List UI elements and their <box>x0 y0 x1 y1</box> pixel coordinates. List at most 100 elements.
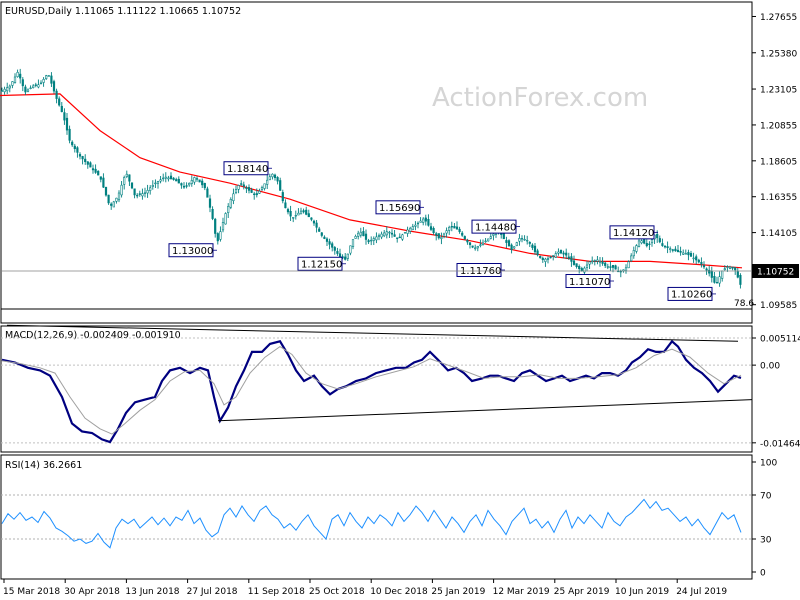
candle-body <box>120 184 123 196</box>
candle-body <box>658 238 661 243</box>
candle-body <box>364 233 368 240</box>
candle-body <box>284 202 287 209</box>
candle-body <box>713 275 716 283</box>
candle-body <box>601 261 604 264</box>
candle-body <box>396 237 399 239</box>
candle-body <box>697 259 700 263</box>
candle-body <box>567 256 570 259</box>
price-tick-label: 1.18605 <box>760 157 797 167</box>
candle-body <box>221 222 225 231</box>
rsi-line <box>1 498 742 549</box>
candle-body <box>650 239 654 244</box>
rsi-panel-frame <box>0 454 753 580</box>
candle-body <box>279 180 282 191</box>
candle-body <box>468 242 472 245</box>
candle-body <box>141 193 144 197</box>
time-tick-label: 24 Jul 2019 <box>676 587 727 597</box>
candle-body <box>406 229 409 234</box>
candle-body <box>702 265 706 268</box>
candle-body <box>445 230 448 234</box>
candle-body <box>68 128 71 141</box>
candle-body <box>315 222 318 228</box>
candle-body <box>128 174 131 182</box>
candle-body <box>227 206 230 213</box>
candle-body <box>656 234 659 239</box>
candle-body <box>16 72 19 78</box>
price-tick-label: 1.25380 <box>760 49 797 59</box>
candle-body <box>102 177 105 188</box>
candle-body <box>169 175 173 180</box>
time-tick-label: 25 Oct 2018 <box>309 587 365 597</box>
rsi-tick-label: 0 <box>760 569 766 579</box>
candle-body <box>736 271 739 278</box>
candle-body <box>94 168 97 173</box>
candle-body <box>557 251 560 254</box>
candle-body <box>338 253 342 257</box>
candle-body <box>492 233 495 236</box>
candle-body <box>42 79 45 83</box>
price-panel-title: EURUSD,Daily 1.11065 1.11122 1.10665 1.1… <box>5 6 241 17</box>
candle-body <box>401 234 404 240</box>
candle-body <box>372 238 375 241</box>
candle-body <box>554 253 557 258</box>
candle-body <box>86 161 89 165</box>
candle-body <box>125 173 128 177</box>
candle-body <box>185 185 188 187</box>
candle-body <box>419 220 422 223</box>
time-tick-label: 15 Mar 2018 <box>3 587 60 597</box>
candle-body <box>104 186 108 196</box>
candle-body <box>320 232 323 236</box>
candle-body <box>471 245 474 248</box>
annotation-label: 1.14120 <box>613 228 654 239</box>
candle-body <box>429 226 433 230</box>
candle-body <box>731 266 734 269</box>
candle-body <box>333 247 336 251</box>
candle-body <box>50 75 53 84</box>
candle-body <box>260 187 264 190</box>
candle-body <box>715 281 719 284</box>
candle-body <box>172 177 175 180</box>
candle-body <box>700 261 703 265</box>
candle-body <box>39 82 43 85</box>
moving-average-layer <box>0 93 743 269</box>
candle-body <box>635 245 638 252</box>
candle-body <box>609 266 612 268</box>
candle-body <box>211 209 214 219</box>
annotation-label: 1.15690 <box>379 203 420 214</box>
candle-body <box>19 73 22 79</box>
candle-body <box>505 240 508 243</box>
candle-body <box>198 179 201 183</box>
candle-body <box>562 252 565 255</box>
candle-body <box>375 236 378 241</box>
candle-body <box>117 192 121 201</box>
annotation-label: 1.12150 <box>301 260 342 271</box>
candle-body <box>13 76 17 83</box>
price-tick-label: 1.16355 <box>760 193 797 203</box>
time-tick-label: 27 Jul 2018 <box>187 587 238 597</box>
macd-panel-title: MACD(12,26,9) -0.002409 -0.001910 <box>5 330 181 341</box>
candle-body <box>427 219 430 226</box>
candle-body <box>310 217 313 220</box>
annotation-box <box>565 274 611 289</box>
candle-body <box>726 266 729 268</box>
candle-body <box>55 90 58 99</box>
candle-body <box>377 235 381 237</box>
candle-body <box>52 81 56 92</box>
candle-body <box>448 227 451 231</box>
candle-body <box>336 251 339 254</box>
candle-body <box>26 89 30 92</box>
time-tick-label: 12 Mar 2019 <box>493 587 550 597</box>
candle-body <box>630 255 633 262</box>
rsi-panel-title: RSI(14) 36.2661 <box>5 460 82 471</box>
candle-body <box>34 84 37 86</box>
time-axis: 15 Mar 2018 30 Apr 2018 13 Jun 2018 27 Jul … <box>3 579 727 597</box>
candle-body <box>58 98 61 106</box>
time-tick-label: 30 Apr 2018 <box>64 587 120 597</box>
candle-body <box>214 218 217 234</box>
candle-body <box>99 176 102 180</box>
candle-body <box>29 87 32 90</box>
rsi-axis: 100 70 30 0 <box>1 459 777 579</box>
candle-body <box>195 178 199 180</box>
candle-body <box>645 243 648 247</box>
candle-body <box>687 252 690 256</box>
